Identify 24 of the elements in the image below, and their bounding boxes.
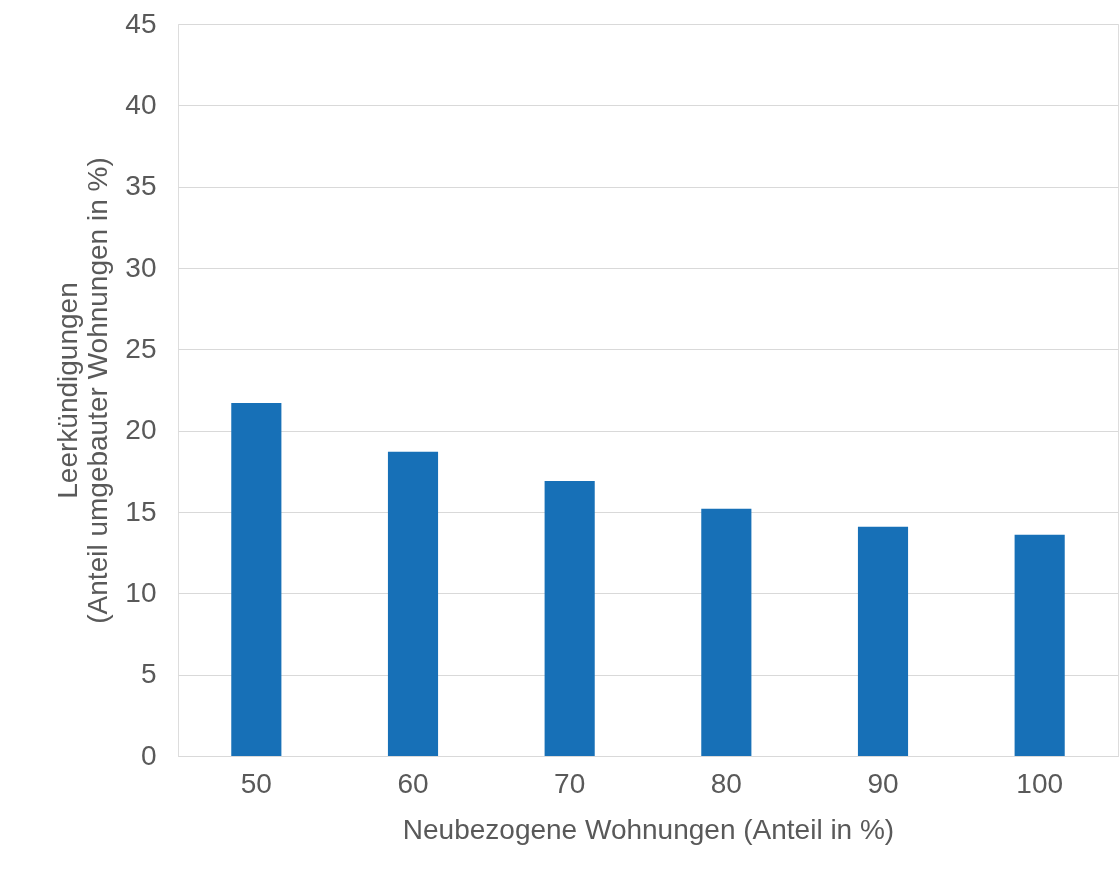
y-tick-label: 15 <box>125 495 157 527</box>
x-tick-label: 70 <box>554 767 586 799</box>
bar <box>544 481 595 756</box>
x-tick-label: 100 <box>1016 767 1064 799</box>
x-tick-label: 80 <box>710 767 742 799</box>
y-tick-label: 0 <box>140 739 157 771</box>
x-tick-label: 60 <box>397 767 429 799</box>
bar <box>1014 534 1065 756</box>
y-tick-label: 10 <box>125 576 157 608</box>
bar <box>387 451 439 756</box>
y-tick-label: 25 <box>125 332 157 364</box>
y-tick-label: 20 <box>125 414 157 446</box>
x-axis-title: Neubezogene Wohnungen (Anteil in %) <box>402 813 895 845</box>
y-tick-label: 30 <box>125 251 157 283</box>
bar <box>231 403 282 756</box>
y-tick-label: 35 <box>125 170 157 202</box>
bar <box>857 526 909 756</box>
y-tick-label: 45 <box>125 7 157 39</box>
y-tick-label: 5 <box>140 658 157 690</box>
y-axis-title: Leerkündigungen (Anteil umgebauter Wohnungen in %) <box>52 157 114 624</box>
bar <box>701 508 752 756</box>
x-tick-label: 50 <box>240 767 272 799</box>
x-tick-label: 90 <box>867 767 899 799</box>
y-tick-label: 40 <box>125 88 157 120</box>
